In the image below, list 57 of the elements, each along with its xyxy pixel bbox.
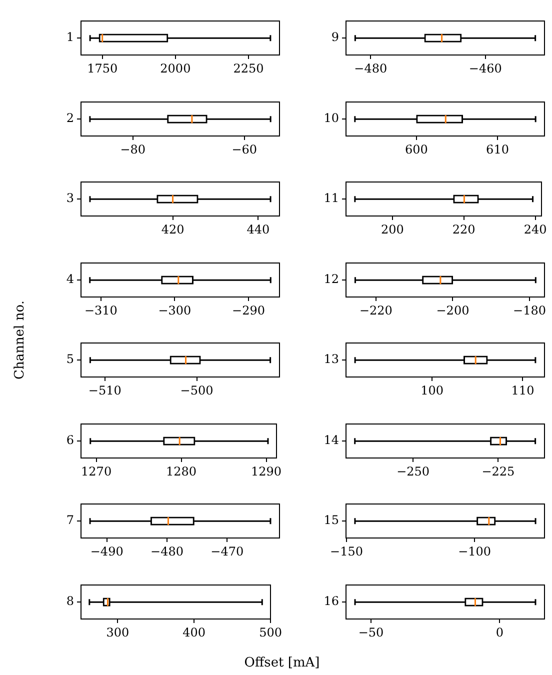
y-tick-label: 5 <box>66 352 74 366</box>
x-tick-label: 600 <box>405 142 428 156</box>
x-tick-label: 240 <box>524 222 547 236</box>
y-tick-label: 9 <box>331 30 339 44</box>
x-tick-label: 400 <box>182 625 206 640</box>
x-tick-label: −470 <box>210 544 244 558</box>
x-tick-label: −500 <box>180 383 214 398</box>
x-tick-label: 2250 <box>233 61 264 76</box>
x-tick-label: 1290 <box>251 464 282 478</box>
x-tick-label: −300 <box>158 303 192 318</box>
x-tick-label: −150 <box>330 544 363 558</box>
x-tick-label: −220 <box>359 303 392 318</box>
y-tick-label: 13 <box>324 352 339 366</box>
x-axis-title: Offset [mA] <box>244 656 320 670</box>
x-tick-label: −80 <box>120 142 146 156</box>
x-tick-label: −100 <box>458 544 492 558</box>
x-tick-label: −60 <box>232 142 258 156</box>
y-tick-label: 16 <box>324 594 339 608</box>
y-tick-label: 4 <box>66 272 74 286</box>
x-tick-label: −510 <box>88 383 122 398</box>
x-tick-label: −310 <box>84 303 118 318</box>
x-tick-label: 2000 <box>160 61 191 76</box>
x-tick-label: −200 <box>436 303 470 318</box>
x-tick-label: −480 <box>150 544 184 558</box>
y-tick-label: 1 <box>66 30 74 44</box>
y-tick-label: 12 <box>324 272 339 286</box>
y-tick-label: 10 <box>324 111 339 126</box>
x-tick-label: 0 <box>496 625 504 640</box>
y-tick-label: 6 <box>66 433 74 448</box>
x-tick-label: −480 <box>354 61 388 76</box>
x-tick-label: −50 <box>358 625 384 640</box>
x-tick-label: −250 <box>396 464 430 478</box>
y-tick-label: 14 <box>324 433 340 448</box>
x-tick-label: 200 <box>380 222 404 236</box>
x-tick-label: 1750 <box>87 61 118 76</box>
y-tick-label: 11 <box>324 191 339 206</box>
x-tick-label: −290 <box>232 303 265 318</box>
x-tick-label: 420 <box>161 222 184 236</box>
x-tick-label: −225 <box>482 464 515 478</box>
x-tick-label: 100 <box>420 383 444 398</box>
x-tick-label: −490 <box>90 544 124 558</box>
x-tick-label: 300 <box>106 625 130 640</box>
y-axis-title: Channel no. <box>12 300 28 380</box>
x-tick-label: −460 <box>468 61 502 76</box>
y-tick-label: 3 <box>66 191 74 206</box>
x-tick-label: 1270 <box>81 464 112 478</box>
x-tick-label: 500 <box>259 625 282 640</box>
x-tick-label: 610 <box>486 142 509 156</box>
y-tick-label: 15 <box>324 513 339 528</box>
x-tick-label: 440 <box>246 222 270 236</box>
x-tick-label: −180 <box>513 303 546 318</box>
y-tick-label: 2 <box>66 111 74 126</box>
x-tick-label: 110 <box>511 383 534 398</box>
y-tick-label: 7 <box>66 513 74 528</box>
x-tick-label: 1280 <box>166 464 197 478</box>
x-tick-label: 220 <box>452 222 476 236</box>
y-tick-label: 8 <box>66 594 74 608</box>
